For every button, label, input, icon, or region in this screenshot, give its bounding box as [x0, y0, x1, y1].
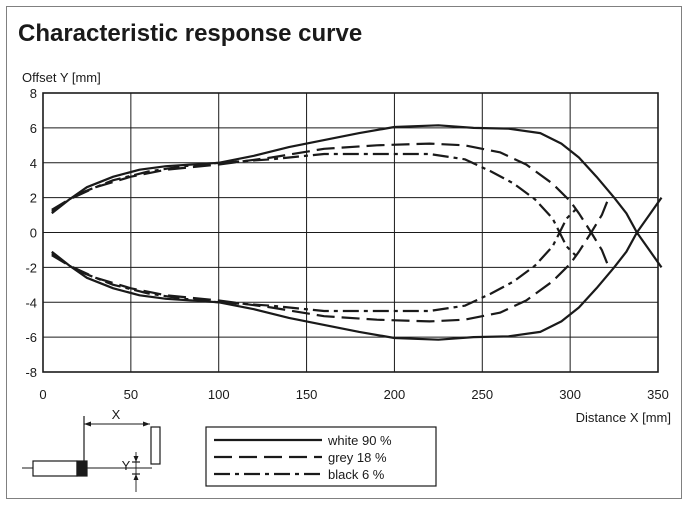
- schematic-sensor-body: [32, 460, 78, 477]
- x-tick-label: 300: [559, 387, 581, 402]
- x-tick-label: 50: [124, 387, 138, 402]
- grid: [43, 93, 658, 372]
- y-tick-label: -8: [25, 365, 37, 380]
- series-line-grey-upper: [51, 142, 610, 268]
- y-tick-label: 2: [30, 191, 37, 206]
- plot-border: [42, 92, 659, 373]
- schematic-x-arrowhead-left: [84, 421, 91, 427]
- legend-entry-black: black 6 %: [328, 467, 385, 482]
- x-tick-label: 350: [647, 387, 669, 402]
- x-tick-label: 100: [208, 387, 230, 402]
- x-tick-label: 200: [384, 387, 406, 402]
- x-axis-label: Distance X [mm]: [576, 410, 671, 425]
- series-group: [51, 124, 663, 341]
- y-tick-label: -4: [25, 295, 37, 310]
- series-line-black-upper: [51, 152, 577, 256]
- schematic-y-arrowhead-bottom: [133, 474, 139, 480]
- schematic-x-label: X: [112, 407, 121, 422]
- schematic-y-label: Y: [122, 458, 131, 473]
- x-tick-label: 250: [471, 387, 493, 402]
- chart-frame: [6, 6, 682, 499]
- y-tick-label: 6: [30, 121, 37, 136]
- chart-title: Characteristic response curve: [18, 20, 363, 47]
- y-tick-label: 8: [30, 86, 37, 101]
- y-tick-label: -6: [25, 330, 37, 345]
- sensor-schematic: X Y: [22, 407, 161, 492]
- legend-entry-grey: grey 18 %: [328, 450, 387, 465]
- schematic-target: [150, 426, 161, 465]
- series-line-white-upper: [51, 124, 663, 234]
- schematic-y-arrowhead-top: [133, 456, 139, 462]
- tick-labels: 0 50 100 150 200 250 300 350 -8 -6 -4 -2 0 2 4 6 8: [25, 86, 668, 402]
- y-tick-label: 4: [30, 156, 37, 171]
- x-tick-label: 0: [39, 387, 46, 402]
- schematic-x-arrowhead-right: [143, 421, 150, 427]
- legend: white 90 % grey 18 % black 6 %: [205, 426, 437, 487]
- x-tick-label: 150: [296, 387, 318, 402]
- schematic-sensor-head: [76, 460, 88, 477]
- y-tick-label: 0: [30, 226, 37, 241]
- series-line-white-lower: [51, 231, 663, 341]
- series-line-black-lower: [51, 209, 577, 313]
- y-tick-label: -2: [25, 260, 37, 275]
- y-axis-label: Offset Y [mm]: [22, 70, 101, 85]
- legend-entry-white: white 90 %: [327, 433, 392, 448]
- series-line-grey-lower: [51, 197, 610, 323]
